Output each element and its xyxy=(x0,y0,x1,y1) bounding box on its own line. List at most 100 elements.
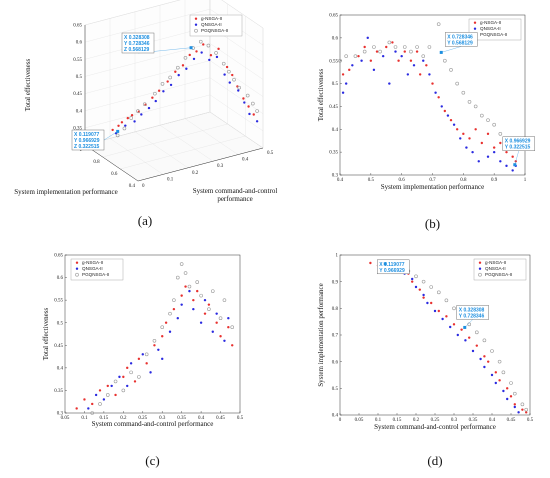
data-point xyxy=(357,54,360,58)
y-tick-label: 0.6 xyxy=(332,360,339,365)
x-axis-title: System command-and-control performance xyxy=(374,423,496,431)
data-point xyxy=(187,284,192,289)
data-point xyxy=(362,49,367,54)
x-tick-label: 0 xyxy=(339,418,342,423)
data-point xyxy=(172,298,176,302)
y-tick-label: 0.1 xyxy=(167,177,174,182)
data-point xyxy=(175,275,180,280)
data-point xyxy=(348,68,351,72)
x-tick-label: 0.3 xyxy=(451,418,458,423)
data-point xyxy=(467,100,472,104)
legend-label: g-NSGA-II xyxy=(480,20,501,25)
data-point xyxy=(200,51,203,54)
data-point xyxy=(208,58,211,62)
x-tick-label: 1 xyxy=(524,178,527,183)
data-point xyxy=(230,325,235,330)
data-point xyxy=(445,315,448,318)
x-tick-label: 0.05 xyxy=(61,416,70,421)
data-point xyxy=(506,397,509,401)
data-point xyxy=(227,326,230,329)
data-point xyxy=(444,298,449,303)
chart-d: 0 0.05 0.1 0.15 0.2 0.25 0.3 0.35 0.4 0.45 0.5 0.4 0… xyxy=(317,254,534,468)
data-point xyxy=(502,389,505,393)
x-tick-label: 0.8 xyxy=(93,160,100,165)
data-point xyxy=(494,371,497,374)
data-point xyxy=(231,73,234,77)
data-point xyxy=(430,301,433,305)
data-point xyxy=(140,113,143,116)
x-tick-label: 0.6 xyxy=(111,172,118,177)
y-tick-label: 0.3 xyxy=(217,164,224,169)
legend-label: g-NSGA-II xyxy=(485,260,506,265)
y-tick-label: 0.3 xyxy=(332,174,339,179)
data-point xyxy=(83,398,86,401)
data-point xyxy=(215,321,218,324)
z-tick-label: 0.65 xyxy=(73,24,82,29)
z-tick-label: 0.55 xyxy=(73,58,82,63)
data-point xyxy=(372,68,376,72)
data-point xyxy=(181,64,185,67)
data-point xyxy=(471,150,474,154)
datatip-point xyxy=(383,262,387,266)
data-point xyxy=(137,375,141,379)
y-tick-label: 0.35 xyxy=(54,389,63,394)
data-point xyxy=(338,58,342,63)
data-point xyxy=(449,68,453,72)
data-point xyxy=(145,362,148,365)
legend-label: g-NSGA-II xyxy=(82,260,103,265)
data-point xyxy=(188,289,191,293)
data-point xyxy=(172,307,176,311)
data-point xyxy=(341,91,345,94)
y-tick-label: 0.5 xyxy=(332,82,339,87)
datatip-point xyxy=(439,50,443,54)
data-point xyxy=(120,121,124,124)
data-point xyxy=(122,375,125,379)
data-point xyxy=(525,411,528,414)
data-point xyxy=(237,85,241,90)
data-point xyxy=(468,137,471,140)
data-point xyxy=(436,290,441,295)
y-tick-label: 0.65 xyxy=(329,14,338,19)
data-point xyxy=(449,325,452,329)
data-point xyxy=(227,317,230,320)
data-point xyxy=(378,49,382,54)
data-point xyxy=(144,352,149,357)
data-point xyxy=(385,45,388,49)
data-point xyxy=(215,312,218,315)
datatip-line: X 0.966929 xyxy=(505,139,531,145)
data-point xyxy=(406,73,410,76)
y-tick-label: 0.45 xyxy=(329,105,338,110)
data-point xyxy=(483,365,486,369)
y-tick-label: 0 xyxy=(142,184,145,189)
data-point xyxy=(174,70,177,73)
data-point xyxy=(434,91,437,94)
data-point xyxy=(490,373,494,377)
data-point xyxy=(219,335,222,338)
datatip-line: Z 0.322515 xyxy=(74,144,100,150)
data-point xyxy=(446,114,450,117)
data-point xyxy=(363,45,366,49)
data-point xyxy=(177,73,180,77)
data-point xyxy=(431,82,434,85)
data-point xyxy=(397,59,400,62)
y-tick-label: 0.55 xyxy=(329,59,338,64)
panel-label: (a) xyxy=(138,213,152,228)
data-point xyxy=(490,349,494,353)
x-tick-label: 0.8 xyxy=(460,178,467,183)
data-point xyxy=(94,393,98,397)
legend-marker xyxy=(473,27,477,30)
data-point xyxy=(179,262,184,266)
data-point xyxy=(375,50,379,53)
data-point xyxy=(480,113,484,118)
data-point xyxy=(474,128,477,131)
data-point xyxy=(98,402,102,406)
data-point xyxy=(369,261,372,265)
data-point xyxy=(110,384,113,388)
y-tick-label: 0.65 xyxy=(54,254,63,259)
data-point xyxy=(452,323,456,326)
y-tick-label: 0.4 xyxy=(242,158,249,163)
data-point xyxy=(511,155,514,158)
legend-marker xyxy=(478,261,482,264)
